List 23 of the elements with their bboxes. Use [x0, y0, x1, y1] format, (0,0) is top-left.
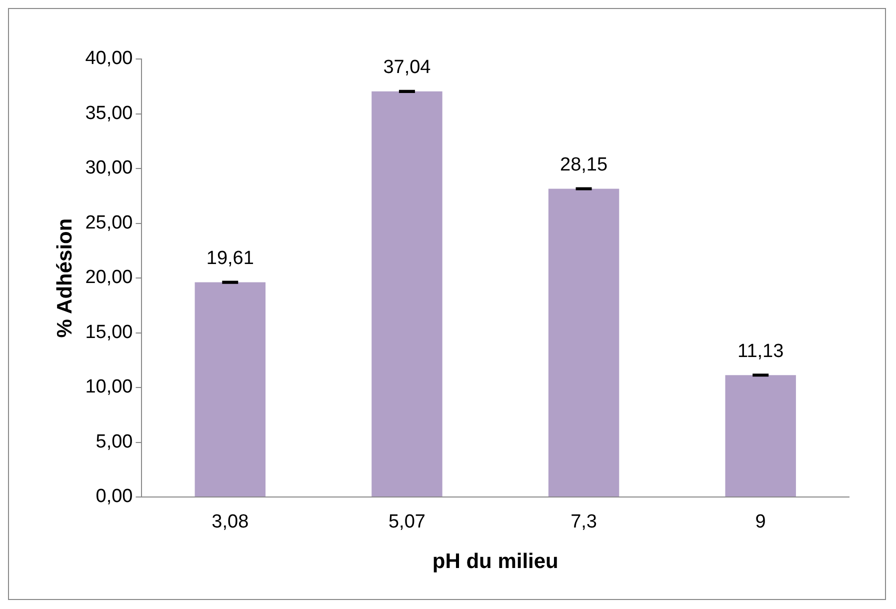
bar — [548, 188, 620, 496]
bar — [194, 282, 266, 496]
x-tick-label: 9 — [755, 512, 766, 533]
y-tick-label: 20,00 — [85, 267, 133, 288]
y-tick-label: 0,00 — [96, 486, 133, 508]
data-label: 11,13 — [738, 340, 784, 362]
y-tick-label: 35,00 — [85, 102, 133, 124]
x-tick-label: 7,3 — [570, 512, 597, 533]
x-tick-label: 5,07 — [388, 512, 426, 533]
y-axis-title: % Adhésion — [53, 218, 76, 338]
data-label: 37,04 — [383, 57, 432, 78]
y-tick-label: 30,00 — [85, 158, 133, 179]
bar — [372, 91, 442, 496]
y-tick-label: 5,00 — [96, 431, 133, 452]
y-tick-label: 40,00 — [85, 48, 133, 70]
x-axis-title: pH du milieu — [432, 550, 558, 574]
y-tick-label: 15,00 — [85, 322, 133, 343]
y-tick-label: 25,00 — [85, 212, 133, 234]
data-label: 28,15 — [560, 154, 608, 176]
y-tick-label: 10,00 — [85, 376, 133, 398]
data-label: 19,61 — [206, 248, 254, 270]
x-tick-label: 3,08 — [212, 512, 249, 533]
bar — [725, 375, 796, 496]
